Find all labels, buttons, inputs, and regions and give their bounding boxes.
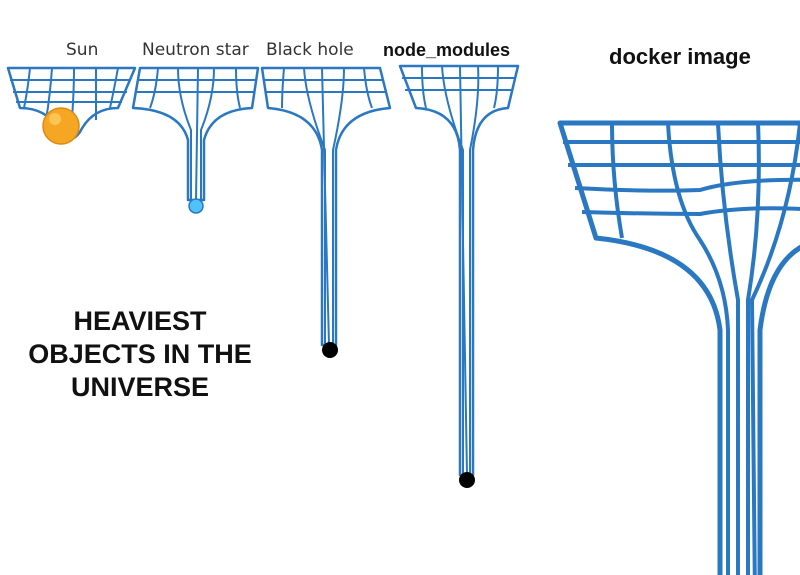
neutron-star-ball	[188, 198, 204, 214]
docker-image-label: docker image	[609, 44, 751, 69]
neutron-star-label: Neutron star	[142, 40, 249, 60]
node-modules-singularity	[459, 472, 475, 488]
heading-line-2: OBJECTS IN THE	[28, 339, 252, 369]
black-hole-singularity	[322, 342, 338, 358]
sun-label: Sun	[66, 40, 99, 60]
heading-line-1: HEAVIEST	[73, 306, 207, 336]
black-hole-label: Black hole	[266, 40, 354, 60]
heading-line-3: UNIVERSE	[70, 372, 210, 402]
node-modules-label: node_modules	[383, 40, 511, 60]
meme-heading: HEAVIEST OBJECTS IN THE UNIVERSE	[0, 305, 280, 404]
